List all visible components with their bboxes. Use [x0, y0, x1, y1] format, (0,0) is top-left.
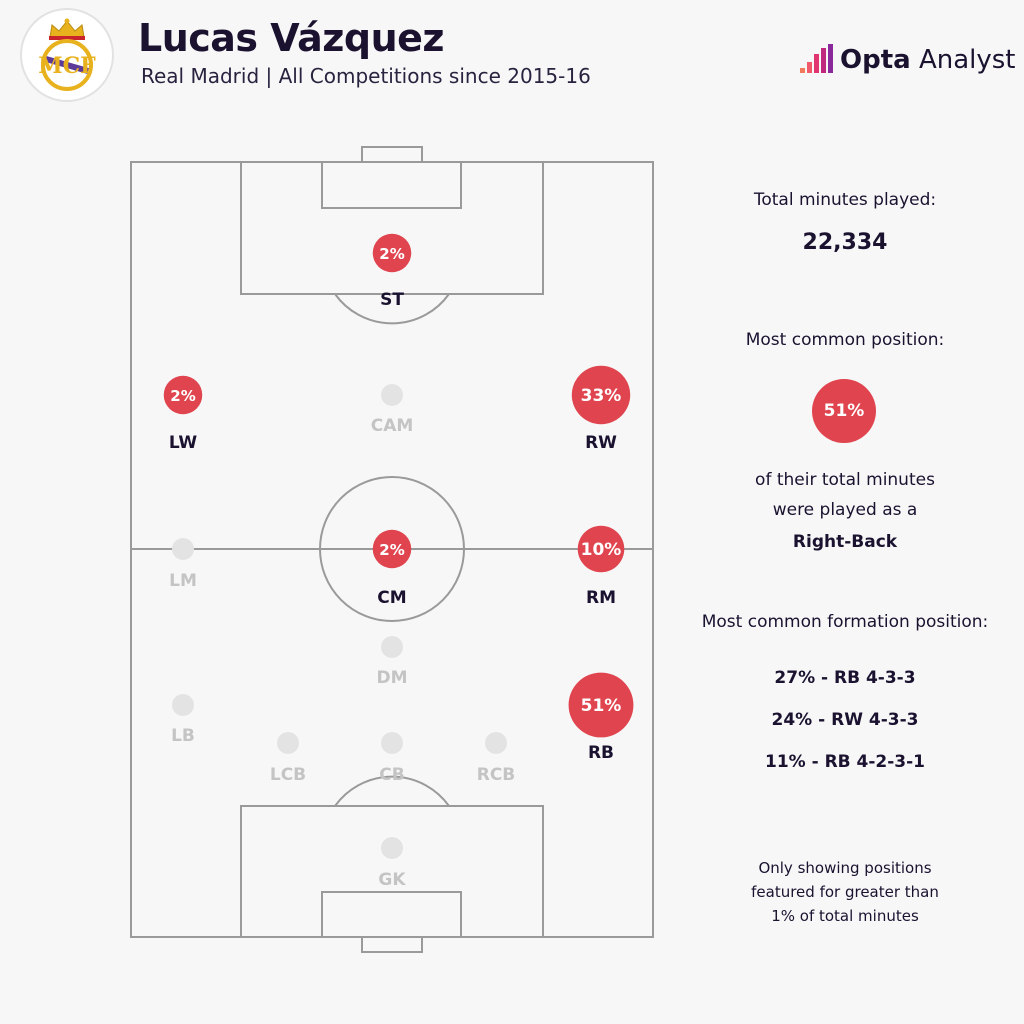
position-marker-rw: [571, 365, 631, 425]
position-marker-rb: [568, 672, 634, 738]
position-label-rw: RW: [585, 433, 617, 453]
common-position-text-2: were played as a: [772, 500, 918, 520]
footnote-line-2: featured for greater than: [751, 883, 939, 901]
common-position-badge: 51%: [812, 379, 876, 443]
page-title: Lucas Vázquez: [138, 16, 445, 60]
centre-circle: [319, 476, 465, 622]
position-label-dm: DM: [376, 668, 408, 688]
real-madrid-crest-icon: MCF: [38, 18, 96, 91]
position-marker-cm: [372, 529, 412, 569]
formation-item: 27% - RB 4-3-3: [774, 668, 916, 688]
bottom-penalty-arc: [334, 775, 450, 807]
bottom-goal: [361, 936, 423, 953]
position-label-lm: LM: [169, 571, 197, 591]
club-crest: MCF: [20, 8, 114, 102]
position-pct-cm: 2%: [379, 541, 404, 559]
position-label-cb: CB: [379, 765, 405, 785]
position-label-cm: CM: [377, 588, 407, 608]
formation-item: 24% - RW 4-3-3: [771, 710, 919, 730]
common-position-name: Right-Back: [792, 532, 898, 552]
position-marker-st: [372, 233, 412, 273]
position-pct-st: 2%: [379, 245, 404, 263]
top-six-yard-box: [321, 161, 462, 209]
minutes-value: 22,334: [802, 230, 888, 255]
position-label-lw: LW: [168, 433, 198, 453]
position-label-cam: CAM: [370, 416, 414, 436]
position-marker-lw: [163, 375, 203, 415]
position-marker-lb: [172, 694, 194, 716]
position-marker-rcb: [485, 732, 507, 754]
position-marker-rm: [577, 525, 625, 573]
position-marker-dm: [381, 636, 403, 658]
bottom-six-yard-box: [321, 891, 462, 938]
minutes-label: Total minutes played:: [753, 190, 937, 210]
position-marker-lcb: [277, 732, 299, 754]
position-marker-gk: [381, 837, 403, 859]
opta-analyst-logo: Opta Analyst: [798, 42, 1016, 78]
footnote-line-1: Only showing positions: [758, 859, 932, 877]
common-position-text-1: of their total minutes: [755, 470, 935, 490]
top-goal: [361, 146, 423, 163]
position-label-st: ST: [380, 290, 404, 310]
position-label-rcb: RCB: [476, 765, 516, 785]
svg-text:MCF: MCF: [38, 53, 96, 79]
position-pct-lw: 2%: [170, 387, 195, 405]
footnote-line-3: 1% of total minutes: [771, 907, 919, 925]
common-position-label: Most common position:: [745, 330, 945, 350]
position-marker-lm: [172, 538, 194, 560]
opta-bars-icon: [800, 44, 833, 73]
page-subtitle: Real Madrid | All Competitions since 201…: [141, 64, 591, 88]
position-label-gk: GK: [378, 870, 406, 890]
formation-label: Most common formation position:: [701, 612, 989, 632]
position-pct-rb: 51%: [581, 696, 622, 716]
formation-item: 11% - RB 4-2-3-1: [764, 752, 926, 772]
top-penalty-box: [240, 161, 544, 295]
brand-name: Opta Analyst: [840, 45, 1016, 75]
position-pct-rw: 33%: [581, 386, 622, 406]
top-penalty-arc: [334, 293, 450, 325]
position-label-lb: LB: [171, 726, 195, 746]
position-label-rm: RM: [585, 588, 617, 608]
brand-name-light: Analyst: [910, 45, 1016, 75]
position-pct-rm: 10%: [581, 540, 622, 560]
position-marker-cam: [381, 384, 403, 406]
brand-name-bold: Opta: [840, 45, 911, 75]
position-marker-cb: [381, 732, 403, 754]
position-label-rb: RB: [587, 743, 615, 763]
position-label-lcb: LCB: [269, 765, 307, 785]
